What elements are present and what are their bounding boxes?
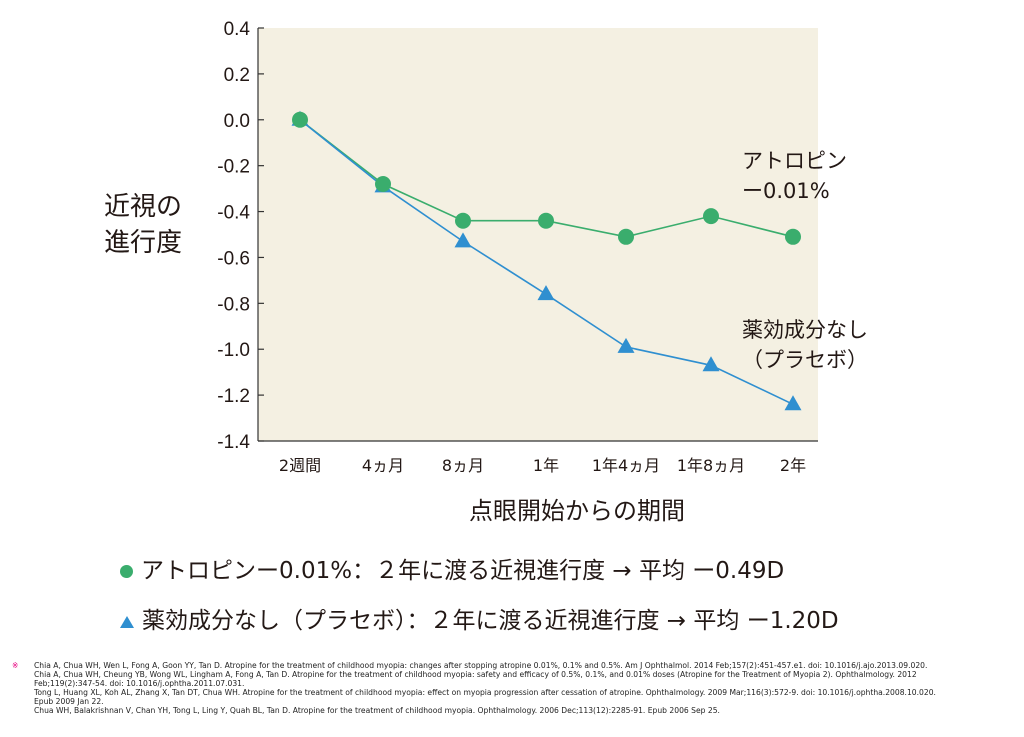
y-tick-label: 0.4 xyxy=(224,19,251,40)
reference-line: Chua WH, Balakrishnan V, Chan YH, Tong L… xyxy=(34,706,720,715)
y-tick-label: 0.0 xyxy=(224,111,250,132)
reference-line: Chia A, Chua WH, Wen L, Fong A, Goon YY,… xyxy=(34,661,928,670)
reference-line: Epub 2009 Jan 22. xyxy=(34,697,104,706)
reference-line: Tong L, Huang XL, Koh AL, Zhang X, Tan D… xyxy=(34,688,936,697)
reference-mark: ※ xyxy=(12,661,19,670)
atropine-data-point xyxy=(375,176,391,193)
x-axis-title: 点眼開始からの期間 xyxy=(469,497,685,525)
references: ※ Chia A, Chua WH, Wen L, Fong A, Goon Y… xyxy=(12,661,1017,715)
reference-line: Feb;119(2):347-54. doi: 10.1016/j.ophtha… xyxy=(34,679,245,688)
placebo-data-point xyxy=(454,232,472,248)
y-tick-label: -1.2 xyxy=(217,386,250,407)
y-tick-label: -0.8 xyxy=(217,294,250,315)
x-tick-label: 1年8ヵ月 xyxy=(677,456,745,475)
x-tick-label: 4ヵ月 xyxy=(362,456,404,475)
y-tick-label: 0.2 xyxy=(224,65,250,86)
placebo-data-point xyxy=(617,337,635,353)
atropine-data-point xyxy=(703,208,719,225)
x-tick-label: 8ヵ月 xyxy=(442,456,484,475)
atropine-data-point xyxy=(538,212,554,229)
atropine-data-point xyxy=(455,212,471,229)
reference-line: Chia A, Chua WH, Cheung YB, Wong WL, Lin… xyxy=(34,670,917,679)
placebo-data-point xyxy=(784,395,802,411)
atropine-summary: アトロピンー0.01%：２年に渡る近視進行度 → 平均 ー0.49D xyxy=(120,551,784,585)
atropine-data-point xyxy=(618,228,634,245)
y-tick-label: -1.0 xyxy=(217,340,250,361)
placebo-data-point xyxy=(702,356,720,372)
y-tick-label: -0.6 xyxy=(217,248,250,269)
atropine-data-point xyxy=(292,111,308,128)
placebo-data-point xyxy=(537,285,555,301)
atropine-series-label: アトロピン ー0.01% xyxy=(742,149,847,203)
x-tick-label: 1年4ヵ月 xyxy=(592,456,660,475)
plot-area xyxy=(258,28,818,441)
atropine-data-point xyxy=(785,228,801,245)
placebo-summary: 薬効成分なし（プラセボ）：２年に渡る近視進行度 → 平均 ー1.20D xyxy=(120,601,839,635)
y-tick-label: -0.4 xyxy=(217,203,250,224)
y-tick-label: -1.4 xyxy=(217,432,250,453)
y-tick-label: -0.2 xyxy=(217,157,250,178)
placebo-series-label: 薬効成分なし （プラセボ） xyxy=(742,318,868,372)
triangle-marker-icon xyxy=(120,615,134,628)
x-tick-label: 2年 xyxy=(780,456,806,475)
x-tick-label: 1年 xyxy=(533,456,559,475)
x-tick-label: 2週間 xyxy=(279,456,321,475)
circle-marker-icon xyxy=(120,565,133,578)
y-axis-label: 近視の 進行度 xyxy=(104,192,183,258)
